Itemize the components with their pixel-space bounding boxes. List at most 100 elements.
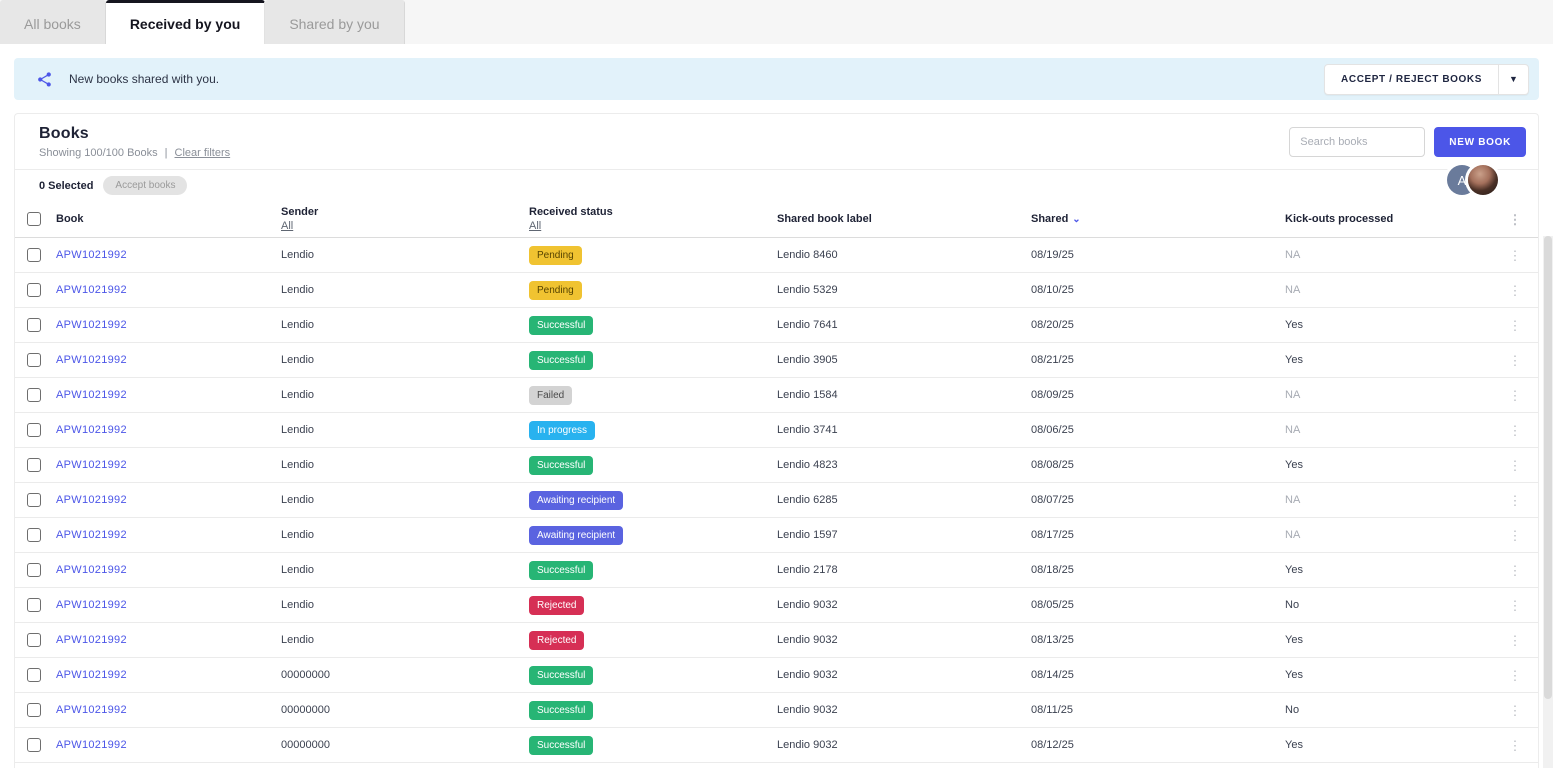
sender-cell: Lendio [281,459,315,471]
row-kebab-icon[interactable]: ⋮ [1508,247,1522,263]
table-row: APW1021992 Lendio Awaiting recipient Len… [15,483,1538,518]
sender-cell: Lendio [281,249,315,261]
sender-cell: Lendio [281,354,315,366]
shared-label-cell: Lendio 9032 [777,599,838,611]
shared-label-cell: Lendio 9032 [777,669,838,681]
row-checkbox[interactable] [27,318,41,332]
book-link[interactable]: APW1021992 [56,704,127,716]
new-book-button[interactable]: NEW BOOK [1434,127,1526,157]
row-kebab-icon[interactable]: ⋮ [1508,422,1522,438]
table-scrollbar-thumb[interactable] [1544,236,1552,699]
shared-label-cell: Lendio 1584 [777,389,838,401]
status-badge: Successful [529,560,594,580]
book-link[interactable]: APW1021992 [56,389,127,401]
row-checkbox[interactable] [27,563,41,577]
row-kebab-icon[interactable]: ⋮ [1508,632,1522,648]
row-kebab-icon[interactable]: ⋮ [1508,352,1522,368]
book-link[interactable]: APW1021992 [56,249,127,261]
shared-date-cell: 08/14/25 [1031,669,1074,681]
row-checkbox[interactable] [27,493,41,507]
status-badge: Rejected [529,630,585,650]
row-checkbox[interactable] [27,388,41,402]
row-kebab-icon[interactable]: ⋮ [1508,527,1522,543]
book-link[interactable]: APW1021992 [56,739,127,751]
book-link[interactable]: APW1021992 [56,529,127,541]
shared-label-cell: Lendio 2178 [777,564,838,576]
table-header-kebab-icon[interactable]: ⋮ [1508,211,1522,227]
table-row: APW1021992 Lendio Successful Lendio 4823… [15,448,1538,483]
book-link[interactable]: APW1021992 [56,459,127,471]
row-kebab-icon[interactable]: ⋮ [1508,457,1522,473]
selected-count: 0 Selected [39,179,94,192]
table-header-row: Book Sender All Received status All Shar… [15,201,1538,238]
tab-shared-by-you[interactable]: Shared by you [265,0,405,44]
row-kebab-icon[interactable]: ⋮ [1508,562,1522,578]
page-title: Books [39,125,89,142]
column-header-shared[interactable]: Shared ⌄ [1031,213,1081,225]
book-link[interactable]: APW1021992 [56,669,127,681]
row-kebab-icon[interactable]: ⋮ [1508,282,1522,298]
select-all-checkbox[interactable] [27,212,41,226]
row-checkbox[interactable] [27,458,41,472]
row-checkbox[interactable] [27,633,41,647]
search-input[interactable] [1289,127,1426,157]
row-checkbox[interactable] [27,283,41,297]
row-kebab-icon[interactable]: ⋮ [1508,597,1522,613]
sender-cell: Lendio [281,424,315,436]
row-checkbox[interactable] [27,423,41,437]
book-link[interactable]: APW1021992 [56,634,127,646]
shared-label-cell: Lendio 6285 [777,494,838,506]
accept-reject-button[interactable]: ACCEPT / REJECT BOOKS [1341,73,1482,85]
status-badge: Successful [529,350,594,370]
table-row: APW1021992 00000000 Successful Lendio 90… [15,693,1538,728]
tab-all-books[interactable]: All books [0,0,106,44]
row-kebab-icon[interactable]: ⋮ [1508,387,1522,403]
clear-filters-link[interactable]: Clear filters [174,147,231,159]
book-link[interactable]: APW1021992 [56,494,127,506]
shared-date-cell: 08/18/25 [1031,564,1074,576]
status-badge: In progress [529,420,596,440]
shared-date-cell: 08/13/25 [1031,634,1074,646]
sender-cell: Lendio [281,599,315,611]
row-checkbox[interactable] [27,598,41,612]
row-kebab-icon[interactable]: ⋮ [1508,667,1522,683]
table-row: APW1021992 00000000 Successful Lendio 90… [15,728,1538,763]
table-row: APW1021992 Lendio In progress Lendio 374… [15,413,1538,448]
row-kebab-icon[interactable]: ⋮ [1508,702,1522,718]
book-link[interactable]: APW1021992 [56,424,127,436]
showing-count: Showing 100/100 Books [39,147,158,159]
table-row: APW1021992 Lendio Rejected Lendio 9032 0… [15,623,1538,658]
user-avatar-photo[interactable] [1468,165,1498,195]
shared-label-cell: Lendio 9032 [777,634,838,646]
book-link[interactable]: APW1021992 [56,564,127,576]
book-link[interactable]: APW1021992 [56,354,127,366]
row-kebab-icon[interactable]: ⋮ [1508,737,1522,753]
share-icon [36,71,53,88]
received-status-filter[interactable]: All [529,220,542,232]
row-checkbox[interactable] [27,703,41,717]
shared-label-cell: Lendio 1597 [777,529,838,541]
kickouts-cell: Yes [1285,319,1303,331]
row-checkbox[interactable] [27,353,41,367]
accept-reject-dropdown-caret[interactable]: ▼ [1498,64,1528,94]
subtitle-separator: | [164,147,168,159]
row-checkbox[interactable] [27,528,41,542]
sender-filter[interactable]: All [281,220,294,232]
row-checkbox[interactable] [27,738,41,752]
row-kebab-icon[interactable]: ⋮ [1508,317,1522,333]
kickouts-cell: Yes [1285,669,1303,681]
sender-cell: Lendio [281,389,315,401]
book-link[interactable]: APW1021992 [56,284,127,296]
table-scrollbar-track[interactable] [1543,236,1553,768]
shared-date-cell: 08/08/25 [1031,459,1074,471]
table-row: APW1021992 Lendio Successful Lendio 3905… [15,343,1538,378]
tab-received-by-you[interactable]: Received by you [105,0,266,44]
book-link[interactable]: APW1021992 [56,319,127,331]
book-link[interactable]: APW1021992 [56,599,127,611]
row-checkbox[interactable] [27,668,41,682]
row-checkbox[interactable] [27,248,41,262]
accept-books-button[interactable]: Accept books [103,176,188,195]
column-header-sender: Sender All [281,206,319,232]
table-row: APW1021992 Lendio Failed Lendio 1584 08/… [15,378,1538,413]
row-kebab-icon[interactable]: ⋮ [1508,492,1522,508]
